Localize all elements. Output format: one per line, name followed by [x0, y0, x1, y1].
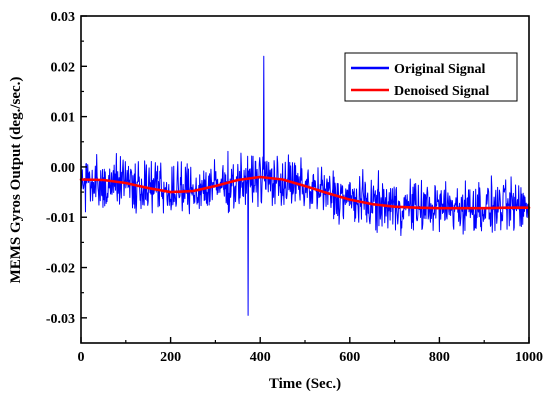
x-tick-label-0: 0 — [78, 350, 85, 365]
legend-label-original: Original Signal — [394, 62, 486, 77]
series-denoised-signal — [79, 175, 531, 210]
x-tick-label-3: 600 — [339, 350, 360, 365]
y-tick-label-0: -0.03 — [46, 312, 75, 327]
y-tick-label-4: 0.01 — [51, 111, 76, 126]
legend: Original Signal Denoised Signal — [344, 52, 518, 102]
x-tick-label-1: 200 — [160, 350, 181, 365]
y-tick-label-6: 0.03 — [51, 10, 76, 25]
x-tick-label-4: 800 — [429, 350, 450, 365]
legend-box — [344, 52, 518, 102]
y-axis-label: MEMS Gyros Output (deg./sec.) — [8, 77, 24, 284]
x-tick-label-2: 400 — [250, 350, 271, 365]
y-tick-label-2: -0.01 — [46, 211, 75, 226]
ticks-layer: 0 200 400 600 800 1000 -0.03 -0.02 -0.01 0.00 0.01… — [46, 10, 543, 365]
x-axis-label: Time (Sec.) — [269, 376, 341, 392]
series-layer — [79, 55, 531, 316]
y-tick-label-1: -0.02 — [46, 262, 75, 277]
y-tick-label-3: 0.00 — [51, 161, 76, 176]
x-tick-label-5: 1000 — [515, 350, 543, 365]
legend-label-denoised: Denoised Signal — [394, 84, 489, 99]
y-tick-label-5: 0.02 — [51, 60, 76, 75]
